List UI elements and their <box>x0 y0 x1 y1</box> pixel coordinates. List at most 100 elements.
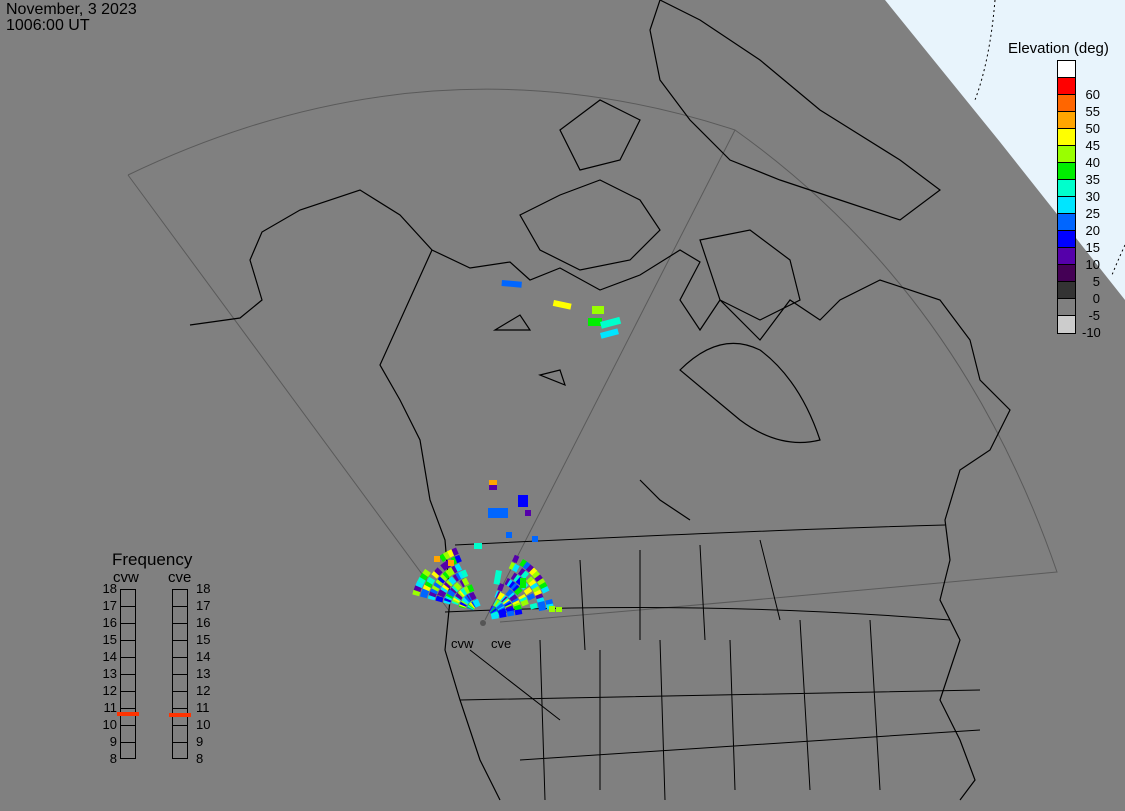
frequency-tick: 10 <box>196 717 211 732</box>
colorbar-swatch <box>1058 214 1075 231</box>
radar-echo-cell <box>518 495 528 507</box>
radar-echo-cell <box>442 551 451 560</box>
radar-echo-cell <box>510 582 519 592</box>
frequency-tick: 13 <box>102 666 117 681</box>
radar-echo-cell <box>431 570 440 579</box>
colorbar-label: 20 <box>1085 223 1100 238</box>
radar-echo-cell <box>488 508 508 518</box>
elevation-legend-title: Elevation (deg) <box>1008 40 1109 57</box>
radar-echo-cell <box>534 574 544 583</box>
colorbar-swatch <box>1058 163 1075 180</box>
colorbar-label: 25 <box>1085 206 1100 221</box>
radar-echo-cell <box>525 510 531 516</box>
radar-echo-cell <box>511 554 520 564</box>
frequency-tick: 14 <box>196 649 211 664</box>
radar-echo-cell <box>529 602 538 610</box>
radar-echo-cell <box>419 572 429 581</box>
colorbar-label: 60 <box>1085 87 1100 102</box>
radar-echo-cell <box>451 547 459 556</box>
colorbar-swatch <box>1058 61 1075 78</box>
radar-echo-cell <box>422 568 431 578</box>
colorbar-swatch <box>1058 146 1075 163</box>
fov-outline <box>127 88 1058 623</box>
radar-echo-cell <box>532 536 538 542</box>
radar-echo-cell <box>441 582 451 591</box>
radar-echo-cell <box>450 556 459 565</box>
radar-echo-cell <box>461 577 470 587</box>
radar-echo-cell <box>424 580 434 588</box>
frequency-tick: 11 <box>196 700 210 715</box>
frequency-tick: 15 <box>196 632 211 647</box>
frequency-bar-cvw <box>120 589 136 759</box>
elevation-colorbar <box>1057 60 1076 334</box>
radar-echo-cell <box>522 561 531 571</box>
frequency-tick: 14 <box>102 649 117 664</box>
radar-echo-cell <box>431 583 441 592</box>
radar-echo-cell <box>541 586 550 594</box>
radar-echo-cell <box>445 568 454 578</box>
frequency-tick: 11 <box>103 700 118 715</box>
colorbar-label: 35 <box>1085 172 1100 187</box>
colorbar-label: -10 <box>1082 325 1101 340</box>
radar-echo-cell <box>523 587 533 596</box>
radar-echo-cell <box>433 580 443 589</box>
date-label: November, 3 2023 <box>6 1 137 18</box>
radar-echo-cell <box>520 578 526 588</box>
radar-label-cve: cve <box>491 636 512 651</box>
radar-echo-cell <box>528 579 537 588</box>
frequency-tick: 9 <box>109 734 117 749</box>
radar-echo-cell <box>447 549 455 558</box>
radar-echo-cell <box>539 582 548 590</box>
radar-data-layer <box>412 279 622 620</box>
frequency-tick: 8 <box>196 751 204 766</box>
radar-echo-cell <box>437 575 447 584</box>
radar-echo-cell <box>493 569 502 585</box>
radar-echo-cell <box>490 613 499 620</box>
radar-echo-cell <box>415 580 424 589</box>
radar-echo-cell <box>549 606 555 612</box>
coastlines <box>189 0 1011 801</box>
radar-echo-cell <box>514 609 523 616</box>
colorbar-label: 40 <box>1085 155 1100 170</box>
frequency-tick: 13 <box>196 666 211 681</box>
frequency-tick: 8 <box>109 751 117 766</box>
colorbar-label: 45 <box>1085 138 1100 153</box>
frequency-tick: 18 <box>196 581 211 596</box>
frequency-marker-cve <box>169 712 191 717</box>
radar-echo-cell <box>532 586 541 594</box>
radar-echo-cell <box>435 578 445 587</box>
frequency-tick: 9 <box>196 734 204 749</box>
frequency-marker-cvw <box>117 711 139 716</box>
time-label: 1006:00 UT <box>6 17 90 34</box>
radar-echo-cell <box>552 300 572 310</box>
radar-echo-cell <box>489 485 497 490</box>
colorbar-swatch <box>1058 112 1075 129</box>
radar-echo-cell <box>434 567 443 576</box>
frequency-tick: 12 <box>102 683 117 698</box>
radar-echo-cell <box>473 599 481 608</box>
radar-echo-cell <box>520 599 529 607</box>
radar-echo-cell <box>511 563 520 573</box>
radar-echo-cell <box>430 587 439 595</box>
frequency-bar-cve <box>172 589 188 759</box>
radar-echo-cell <box>588 318 602 326</box>
radar-echo-cell <box>512 584 521 594</box>
radar-echo-cell <box>498 611 507 619</box>
radar-label-cvw: cvw <box>451 636 474 651</box>
colorbar-label: 30 <box>1085 189 1100 204</box>
radar-echo-cell <box>435 595 444 603</box>
radar-echo-cell <box>447 589 456 598</box>
radar-echo-cell <box>497 583 505 592</box>
colorbar-label: 10 <box>1085 257 1100 272</box>
radar-echo-cell <box>533 589 543 598</box>
frequency-tick: 17 <box>196 598 211 613</box>
radar-echo-cell <box>426 576 436 585</box>
radar-echo-cell <box>439 572 449 582</box>
radar-echo-cell <box>434 556 440 562</box>
colorbar-swatch <box>1058 299 1075 316</box>
radar-echo-cell <box>442 570 451 580</box>
radar-echo-cell <box>525 576 535 585</box>
radar-echo-cell <box>440 562 449 571</box>
radar-echo-cell <box>417 576 426 585</box>
